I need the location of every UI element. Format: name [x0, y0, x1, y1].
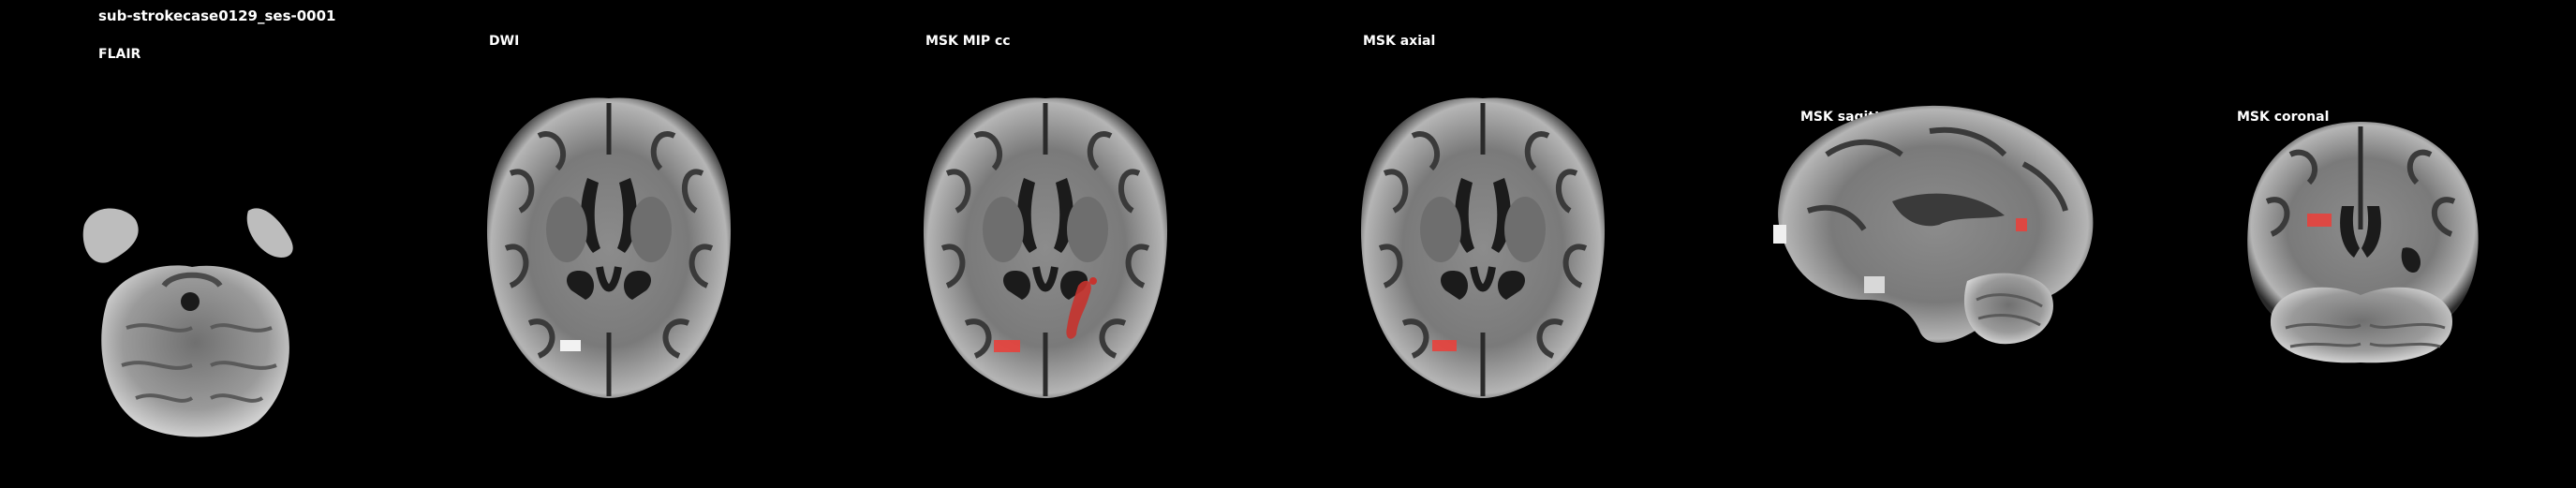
msk-sagittal-image: [1773, 105, 2094, 345]
subject-title: sub-strokecase0129_ses-0001: [98, 7, 336, 24]
panel-dwi: [482, 89, 737, 407]
panel-msk-coronal: [2243, 117, 2487, 370]
msk-mip-image: [919, 89, 1174, 407]
lesion-overlay: [994, 340, 1020, 352]
panel-label-msk-axial: MSK axial: [1363, 34, 1436, 49]
lesion-overlay: [1066, 280, 1091, 339]
panel-label-msk-coronal: MSK coronal: [2237, 110, 2330, 125]
panel-label-dwi: DWI: [489, 34, 520, 49]
panel-label-flair: FLAIR: [98, 47, 141, 62]
lesion-overlay: [2307, 214, 2332, 227]
msk-axial-image: [1356, 89, 1611, 407]
panel-msk-mip: [919, 89, 1174, 407]
lesion-overlay: [2016, 218, 2027, 231]
dwi-image: [482, 89, 737, 407]
msk-coronal-image: [2247, 122, 2479, 363]
panel-msk-sagittal: [1770, 98, 2098, 370]
flair-image: [82, 208, 293, 437]
panel-flair: [70, 187, 314, 450]
panel-msk-axial: [1356, 89, 1611, 407]
lesion-overlay: [1432, 340, 1457, 351]
panel-label-msk-mip: MSK MIP cc: [925, 34, 1011, 49]
